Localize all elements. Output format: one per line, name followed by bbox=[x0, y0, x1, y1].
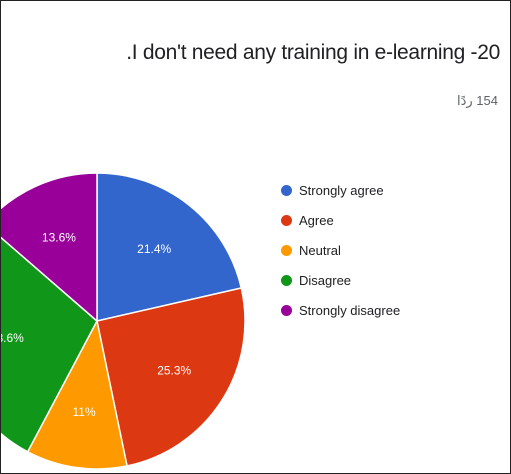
legend-dot-agree bbox=[281, 214, 292, 226]
pie-label-neutral: 11% bbox=[72, 405, 95, 419]
legend-dot-neutral bbox=[281, 244, 292, 256]
pie-label-strongly-disagree: 13.6% bbox=[42, 231, 76, 245]
legend-dot-disagree bbox=[281, 274, 292, 286]
legend-item-disagree[interactable]: Disagree bbox=[281, 265, 400, 295]
pie-slice-neutral[interactable] bbox=[26, 318, 128, 470]
pie-label-strongly-agree: 21.4% bbox=[137, 242, 171, 256]
chart-title: .I don't need any training in e-learning… bbox=[126, 41, 500, 64]
pie-slice-disagree[interactable] bbox=[1, 224, 98, 453]
legend-label: Strongly disagree bbox=[299, 302, 401, 318]
legend-item-strongly-disagree[interactable]: Strongly disagree bbox=[281, 295, 400, 325]
pie-slice-strongly-agree[interactable] bbox=[96, 172, 243, 322]
legend-item-agree[interactable]: Agree bbox=[281, 205, 400, 235]
legend-label: Disagree bbox=[299, 272, 352, 288]
chart-legend: Strongly agree Agree Neutral Disagree St… bbox=[281, 175, 400, 325]
legend-dot-strongly-disagree bbox=[281, 304, 292, 316]
pie-label-agree: 25.3% bbox=[157, 364, 191, 378]
legend-dot-strongly-agree bbox=[281, 184, 292, 196]
pie-slice-agree[interactable] bbox=[96, 287, 246, 467]
legend-label: Strongly agree bbox=[299, 182, 384, 198]
legend-label: Neutral bbox=[299, 242, 341, 258]
pie-label-disagree: 28.6% bbox=[1, 331, 24, 345]
response-count: 154 ردًا bbox=[457, 93, 498, 108]
legend-item-neutral[interactable]: Neutral bbox=[281, 235, 400, 265]
legend-label: Agree bbox=[299, 212, 334, 228]
pie-slice-strongly-disagree[interactable] bbox=[1, 172, 98, 323]
legend-item-strongly-agree[interactable]: Strongly agree bbox=[281, 175, 400, 205]
